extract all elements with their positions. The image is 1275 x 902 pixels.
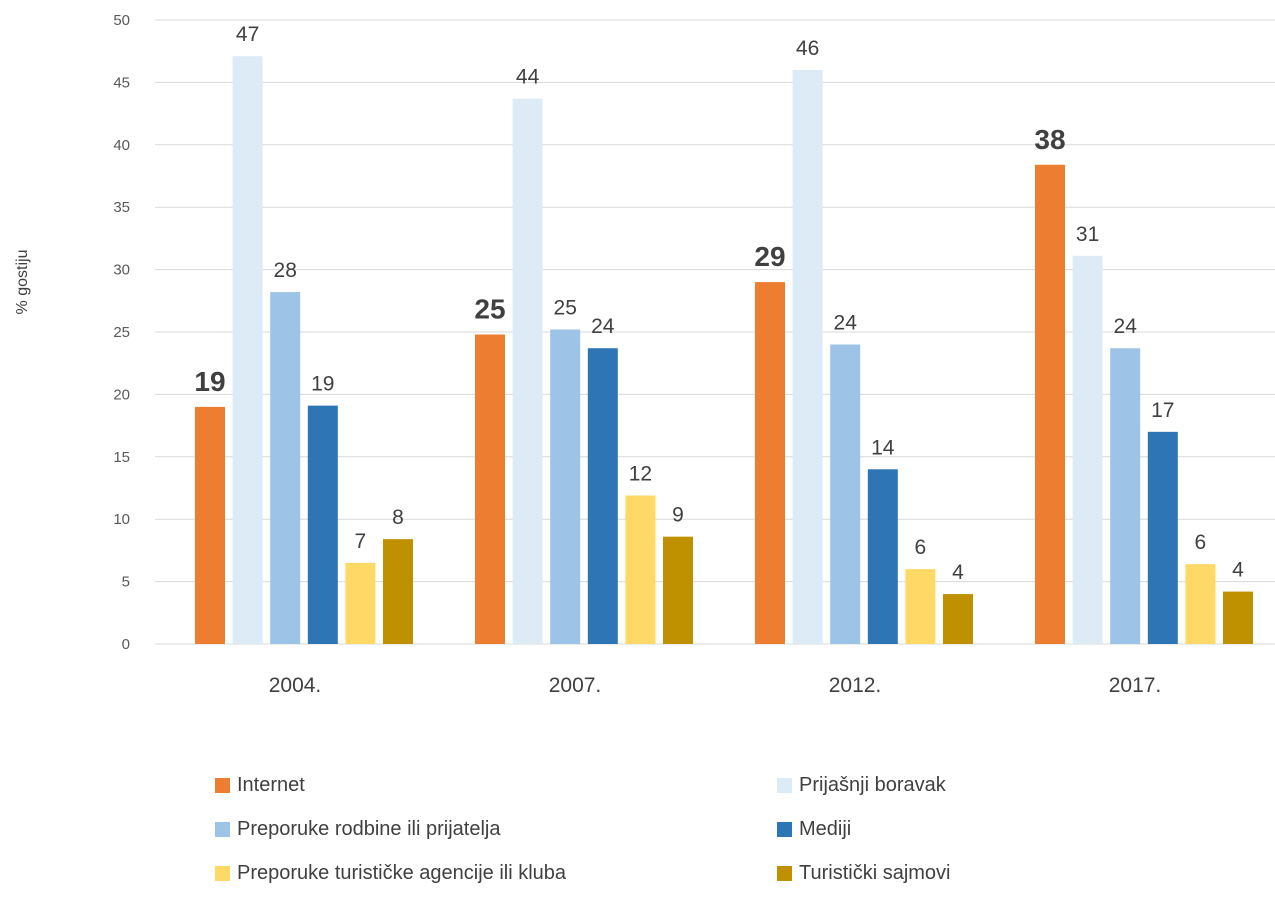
- legend-swatch: [215, 821, 230, 837]
- bar: [905, 569, 936, 644]
- data-label: 8: [392, 506, 404, 529]
- data-label: 29: [754, 241, 785, 272]
- bar: [383, 539, 413, 644]
- bar: [195, 406, 225, 644]
- data-label: 4: [1232, 559, 1244, 582]
- data-label: 4: [952, 561, 964, 584]
- legend-swatch: [215, 777, 230, 793]
- data-label: 19: [311, 373, 334, 396]
- bar: [1223, 591, 1253, 644]
- data-label: 12: [629, 462, 652, 485]
- bar: [663, 536, 693, 644]
- data-labels: 19 47 28 19 7 8 25 44 25 24 12 9 29 46 24 14 6 4 38 31 24 17 6…: [194, 23, 1244, 584]
- bar: [625, 495, 656, 644]
- data-label: 31: [1076, 223, 1099, 246]
- y-axis-label: % gostiju: [14, 250, 31, 315]
- data-label: 46: [796, 37, 819, 60]
- y-tick-label: 45: [113, 74, 130, 91]
- y-tick-label: 0: [122, 636, 130, 653]
- legend-label: Mediji: [799, 817, 852, 840]
- data-label: 38: [1034, 124, 1065, 155]
- bar: [830, 344, 861, 644]
- data-label: 24: [1114, 315, 1138, 338]
- bar: [1185, 564, 1216, 644]
- bar: [550, 329, 581, 644]
- data-label: 7: [355, 530, 367, 553]
- y-tick-label: 20: [113, 386, 130, 403]
- y-tick-label: 15: [113, 449, 130, 466]
- legend-item: Internet: [215, 770, 305, 800]
- legend-label: Preporuke rodbine ili prijatelja: [237, 817, 501, 840]
- bar: [270, 292, 301, 644]
- y-axis-ticks: 0 5 10 15 20 25 30 35 40 45 50: [113, 12, 130, 653]
- legend-item: Preporuke turističke agencije ili kluba: [215, 858, 566, 888]
- legend-item: Prijašnji boravak: [777, 770, 946, 800]
- data-label: 6: [1195, 531, 1207, 554]
- data-label: 24: [591, 315, 615, 338]
- legend-swatch: [215, 865, 230, 881]
- y-tick-label: 10: [113, 511, 130, 528]
- x-tick-label: 2007.: [549, 674, 602, 697]
- data-label: 14: [871, 436, 895, 459]
- data-label: 47: [236, 23, 259, 46]
- y-tick-label: 50: [113, 12, 130, 29]
- bar: [792, 69, 823, 645]
- bar: [1035, 164, 1065, 644]
- bars: [195, 56, 1253, 645]
- data-label: 25: [554, 297, 577, 320]
- data-label: 24: [834, 311, 858, 334]
- bar: [345, 562, 376, 644]
- bar: [475, 334, 505, 644]
- bar: [867, 469, 898, 644]
- y-tick-label: 40: [113, 137, 130, 154]
- legend-swatch: [777, 821, 792, 837]
- data-label: 25: [474, 293, 505, 324]
- data-label: 44: [516, 66, 540, 89]
- bar: [943, 594, 973, 644]
- y-tick-label: 35: [113, 199, 130, 216]
- gridlines: [155, 19, 1275, 645]
- legend-label: Turistički sajmovi: [799, 861, 951, 884]
- bar: [512, 98, 543, 644]
- bar: [232, 56, 263, 644]
- legend-label: Preporuke turističke agencije ili kluba: [237, 861, 567, 884]
- bar: [1147, 431, 1178, 644]
- legend-item: Preporuke rodbine ili prijatelja: [215, 814, 500, 844]
- data-label: 17: [1151, 399, 1174, 422]
- data-label: 9: [672, 504, 684, 527]
- y-tick-label: 25: [113, 324, 130, 341]
- x-tick-label: 2012.: [829, 674, 882, 697]
- legend-swatch: [777, 777, 792, 793]
- legend-label: Prijašnji boravak: [799, 773, 946, 796]
- data-label: 28: [274, 259, 297, 282]
- y-tick-label: 5: [122, 574, 130, 591]
- bar: [755, 282, 785, 644]
- x-axis-ticks: 2004. 2007. 2012. 2017.: [269, 674, 1162, 697]
- y-tick-label: 30: [113, 262, 130, 279]
- bar: [587, 348, 618, 644]
- data-label: 19: [194, 366, 225, 397]
- legend-item: Mediji: [777, 814, 851, 844]
- x-tick-label: 2004.: [269, 674, 322, 697]
- legend-swatch: [777, 865, 792, 881]
- data-label: 6: [915, 536, 927, 559]
- bar: [307, 405, 338, 644]
- x-tick-label: 2017.: [1109, 674, 1162, 697]
- legend-label: Internet: [237, 773, 305, 796]
- legend-item: Turistički sajmovi: [777, 858, 951, 888]
- bar: [1072, 255, 1103, 644]
- bar: [1110, 348, 1141, 644]
